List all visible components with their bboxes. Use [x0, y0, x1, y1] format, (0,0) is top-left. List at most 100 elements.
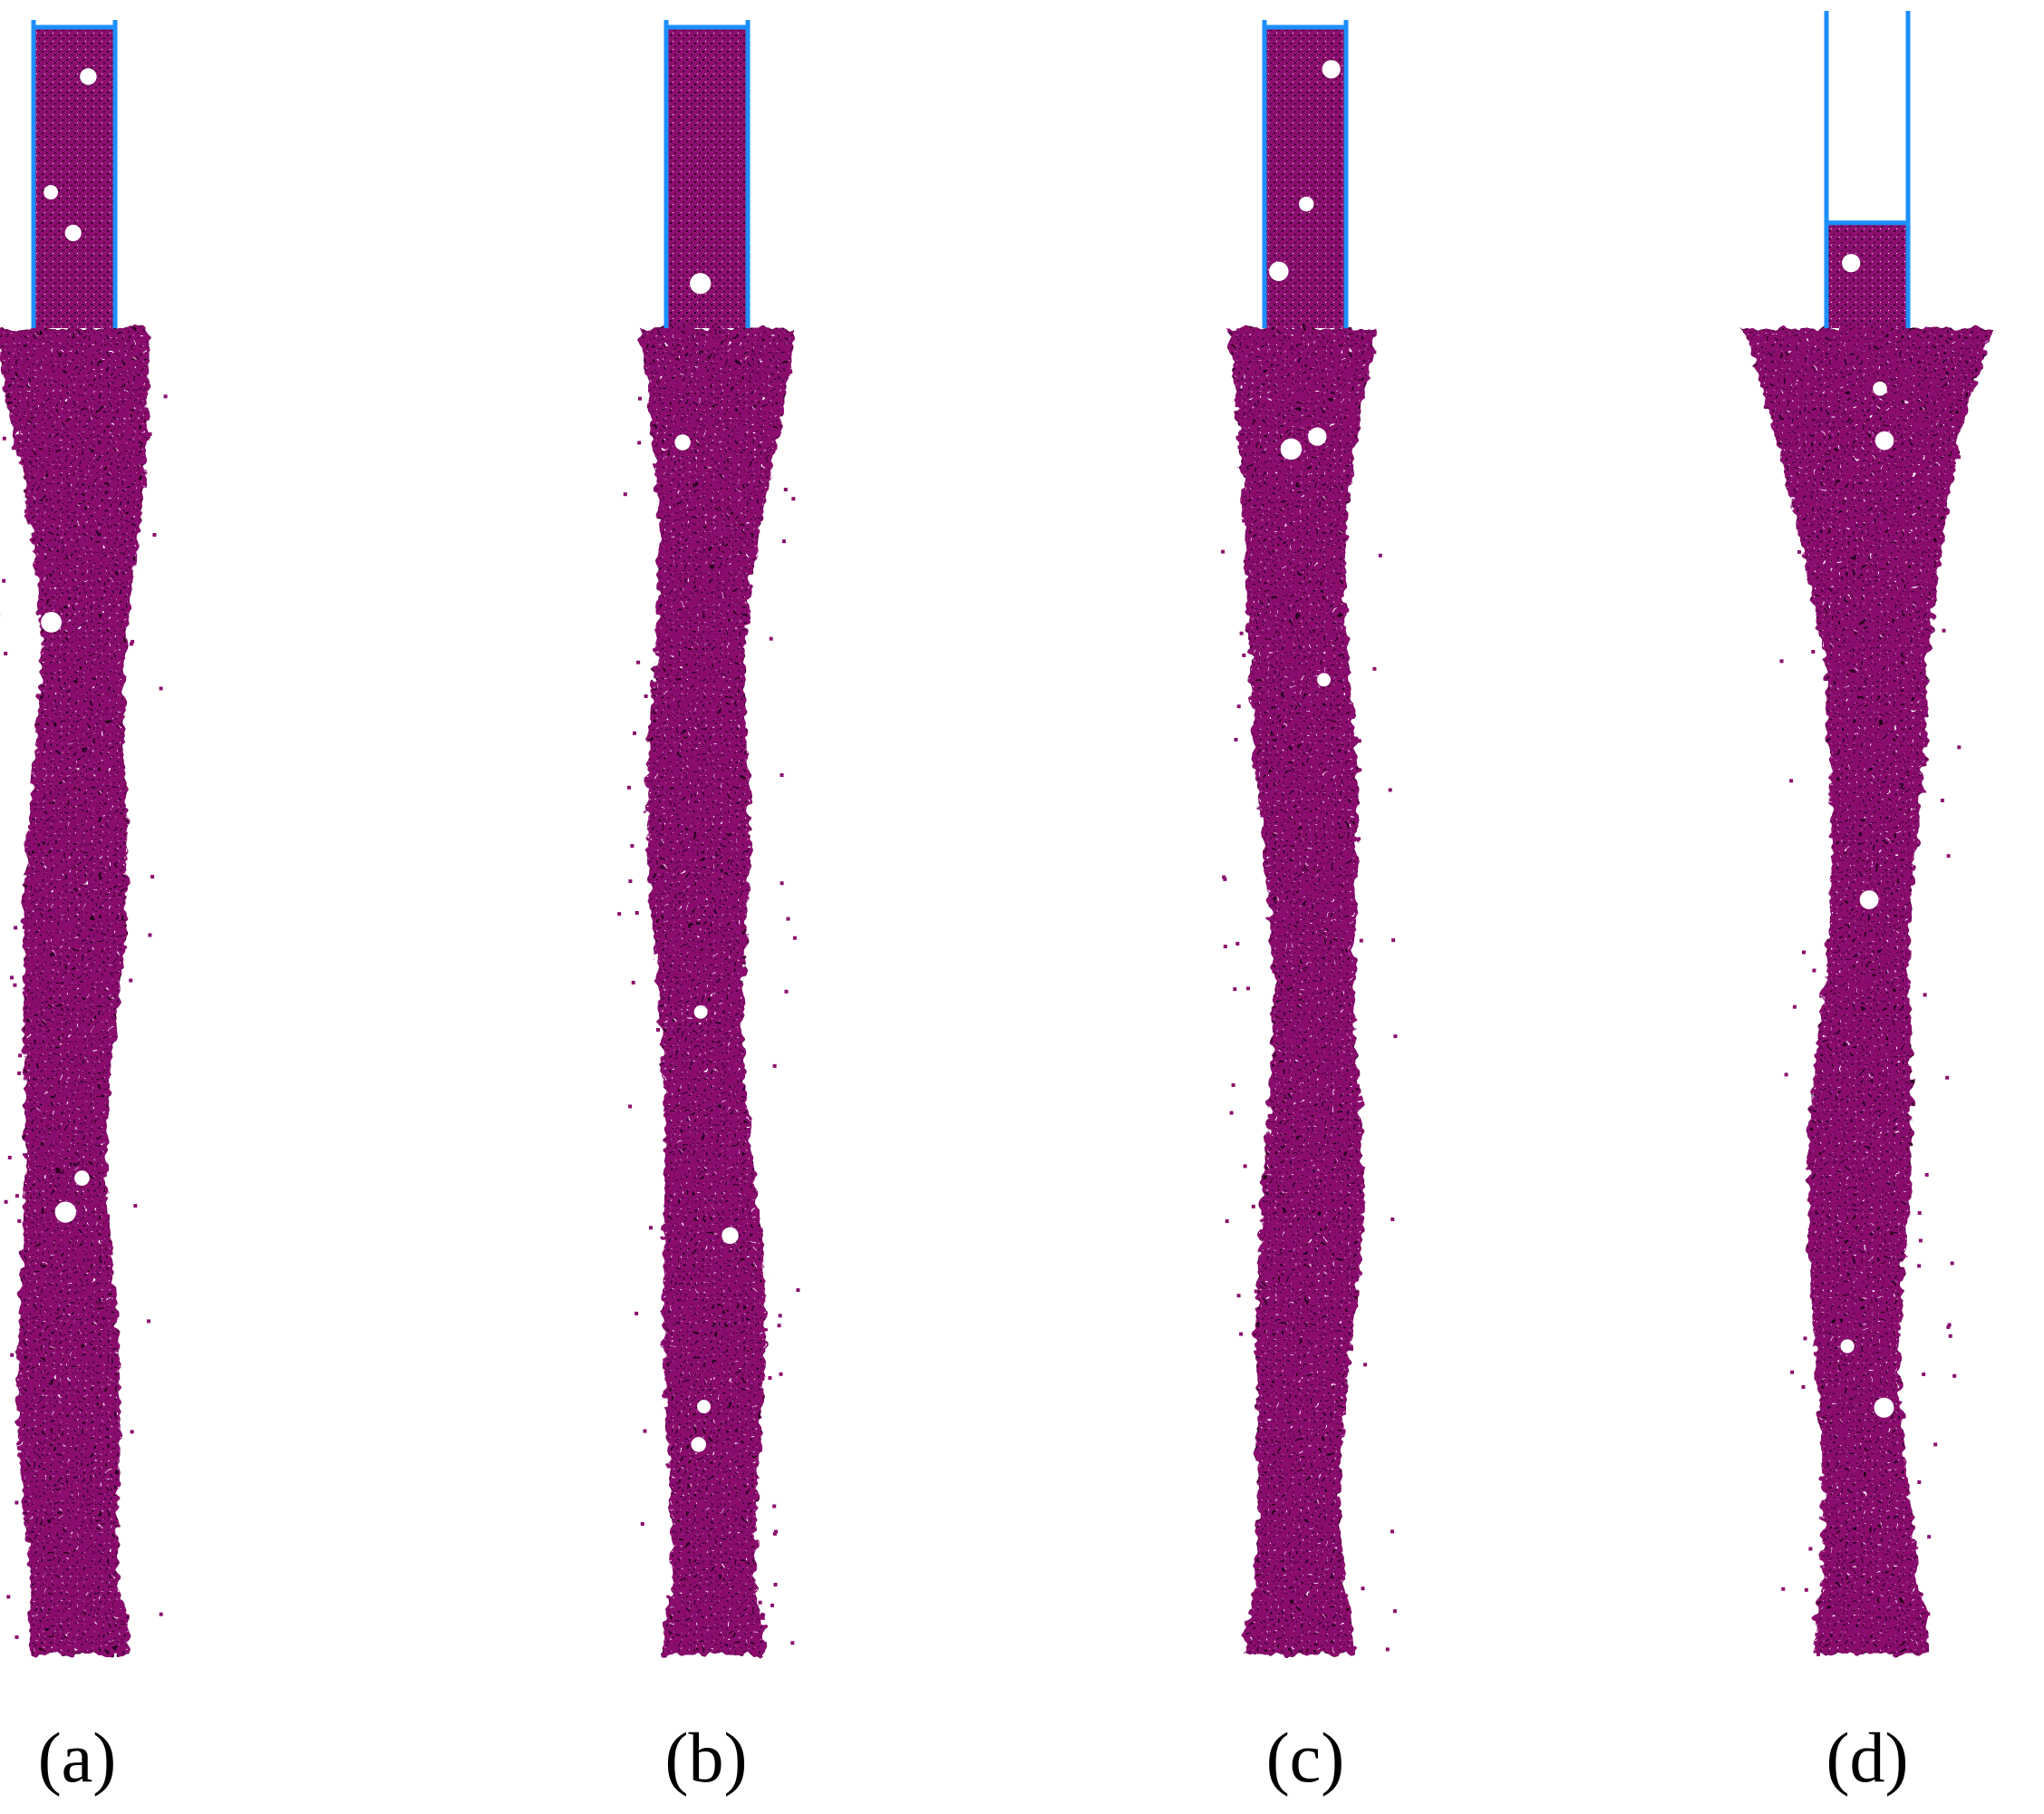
stray-particle [772, 1504, 777, 1508]
stray-particle [1233, 987, 1237, 992]
stray-particle [1388, 788, 1392, 792]
stray-particle [1924, 1172, 1929, 1177]
stray-particle [1357, 739, 1361, 743]
stray-particle [1252, 446, 1256, 451]
stray-particle [770, 1603, 774, 1607]
flow-column-d [1742, 328, 1994, 1654]
stray-particle [1947, 1323, 1952, 1327]
stray-particle [1251, 1204, 1255, 1208]
column-panel-a [0, 20, 168, 1654]
stray-particle [1918, 1238, 1923, 1243]
container-material-d [1826, 222, 1908, 328]
stray-particle [628, 879, 633, 884]
stray-particle [1372, 350, 1377, 354]
stray-particle [130, 1430, 134, 1434]
stray-particle [652, 442, 655, 446]
stray-particle [1245, 986, 1250, 991]
stray-particle [9, 360, 14, 364]
stray-particle [638, 396, 642, 401]
void-bubble [54, 1201, 76, 1223]
stray-particle [780, 773, 784, 777]
void-bubble [64, 224, 82, 242]
void-bubble [1308, 427, 1327, 446]
stray-particle [617, 912, 622, 917]
stray-particle [1811, 649, 1816, 654]
stray-particle [159, 686, 163, 691]
stray-particle [637, 441, 642, 445]
void-bubble [1874, 1397, 1894, 1418]
stray-particle [1361, 1586, 1365, 1591]
stray-particle [133, 1204, 138, 1208]
void-bubble [697, 1400, 711, 1414]
stray-particle [1917, 1480, 1922, 1484]
stray-particle [1957, 745, 1962, 750]
stray-particle [1952, 1373, 1957, 1378]
stray-particle [1223, 945, 1227, 949]
panel-label-b: (b) [664, 1718, 748, 1797]
stray-particle [4, 651, 8, 655]
void-bubble [80, 68, 97, 85]
stray-particle [627, 785, 631, 790]
stray-particle [792, 936, 797, 940]
stray-particle [1392, 1609, 1397, 1614]
stray-particle [1390, 1217, 1395, 1221]
void-bubble [1874, 431, 1894, 451]
void-bubble [722, 1227, 739, 1245]
void-bubble [1873, 381, 1887, 396]
stray-particle [640, 1522, 644, 1526]
stray-particle [14, 926, 18, 930]
stray-particle [1393, 1034, 1398, 1039]
stray-particle [1222, 875, 1226, 879]
stray-particle [1807, 525, 1811, 529]
stray-particle [1355, 1232, 1360, 1237]
stray-particle [23, 1430, 27, 1434]
stray-particle [1251, 477, 1255, 481]
column-panel-d [1742, 11, 1994, 1656]
stray-particle [1358, 1257, 1362, 1262]
stray-particle [1942, 628, 1946, 633]
stray-particle [15, 1194, 19, 1198]
stray-particle [768, 366, 772, 371]
container-material-a [34, 27, 115, 328]
void-bubble [1859, 890, 1879, 909]
void-bubble [1322, 60, 1341, 79]
stray-particle [786, 917, 790, 921]
stray-particle [1801, 1385, 1806, 1389]
stray-particle [1950, 1261, 1954, 1266]
stray-particle [1781, 1586, 1786, 1591]
stray-particle [1816, 451, 1820, 455]
void-bubble [693, 1004, 708, 1019]
stray-particle [1359, 938, 1363, 943]
stray-particle [1243, 1164, 1247, 1169]
stray-particle [22, 925, 26, 929]
stray-particle [1239, 631, 1244, 635]
stray-particle [152, 533, 157, 537]
stray-particle [129, 642, 133, 646]
stray-particle [148, 432, 152, 436]
stray-particle [643, 1429, 647, 1433]
stray-particle [1933, 1442, 1938, 1447]
stray-particle [1242, 519, 1246, 523]
stray-particle [780, 881, 784, 886]
stray-particle [1812, 968, 1816, 973]
void-bubble [41, 611, 63, 633]
stray-particle [1235, 942, 1240, 946]
stray-particle [1357, 1142, 1361, 1147]
stray-particle [769, 636, 773, 641]
stray-particle [17, 1071, 22, 1075]
panel-label-d: (d) [1826, 1718, 1909, 1797]
stray-particle [1234, 737, 1238, 742]
void-bubble [1840, 1339, 1855, 1353]
stray-particle [17, 1218, 22, 1223]
stray-particle [778, 1314, 782, 1318]
stray-particle [1239, 449, 1244, 453]
stray-particle [1378, 553, 1382, 558]
stray-particle [159, 1612, 163, 1616]
stray-particle [1363, 1363, 1368, 1367]
stray-particle [1808, 1547, 1813, 1551]
panel-label-c: (c) [1265, 1718, 1345, 1797]
stray-particle [0, 337, 5, 342]
stray-particle [773, 1583, 778, 1586]
stray-particle [1803, 1336, 1807, 1341]
stray-particle [1927, 1535, 1932, 1539]
